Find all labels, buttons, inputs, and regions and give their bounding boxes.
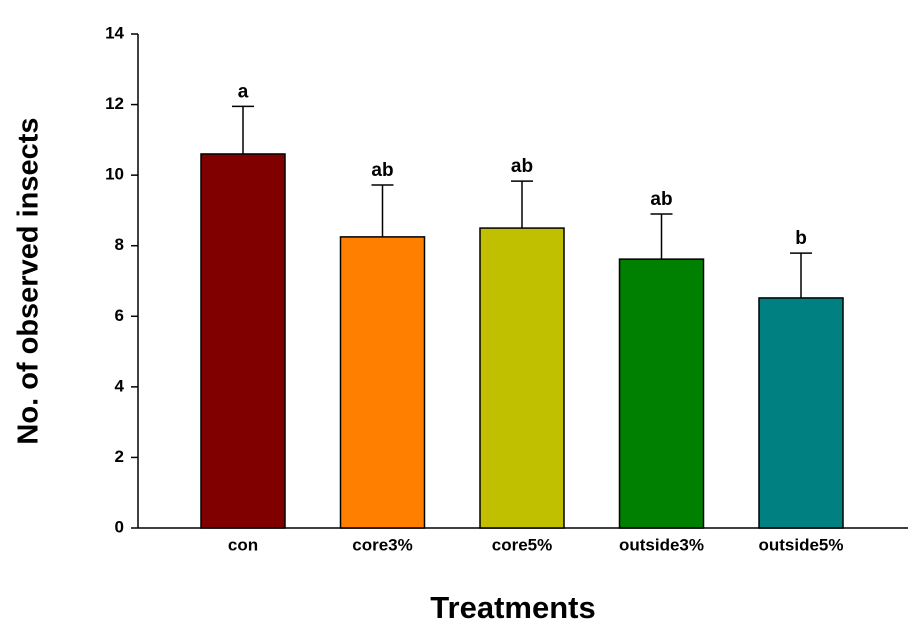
error-bar xyxy=(650,213,673,260)
x-tick-label: con xyxy=(228,535,258,554)
bar xyxy=(200,153,286,529)
error-bar xyxy=(511,180,533,229)
significance-letter: ab xyxy=(511,156,533,177)
y-tick-label: 0 xyxy=(115,517,124,536)
error-bar xyxy=(790,252,812,298)
bar xyxy=(758,297,844,529)
y-tick-label: 8 xyxy=(115,235,124,254)
y-axis-title: No. of observed insects xyxy=(13,117,45,444)
significance-letter: ab xyxy=(650,189,672,210)
error-bar xyxy=(232,105,254,154)
y-tick-label: 6 xyxy=(115,306,124,325)
bar xyxy=(339,236,426,529)
bar xyxy=(618,258,705,529)
y-tick-label: 14 xyxy=(105,23,124,42)
x-tick-label: outside5% xyxy=(758,535,843,554)
significance-letter: a xyxy=(238,81,249,102)
x-axis-title: Treatments xyxy=(430,590,595,625)
bar xyxy=(479,227,565,529)
x-tick-label: outside3% xyxy=(619,535,704,554)
significance-letter: b xyxy=(795,228,807,249)
significance-letter: ab xyxy=(371,160,393,181)
y-tick-label: 2 xyxy=(115,447,124,466)
x-tick-label: core3% xyxy=(352,535,412,554)
y-tick-label: 12 xyxy=(105,94,124,113)
y-tick-label: 4 xyxy=(115,376,125,395)
x-tick-label: core5% xyxy=(492,535,552,554)
error-bar xyxy=(371,184,394,237)
y-tick-label: 10 xyxy=(105,165,124,184)
